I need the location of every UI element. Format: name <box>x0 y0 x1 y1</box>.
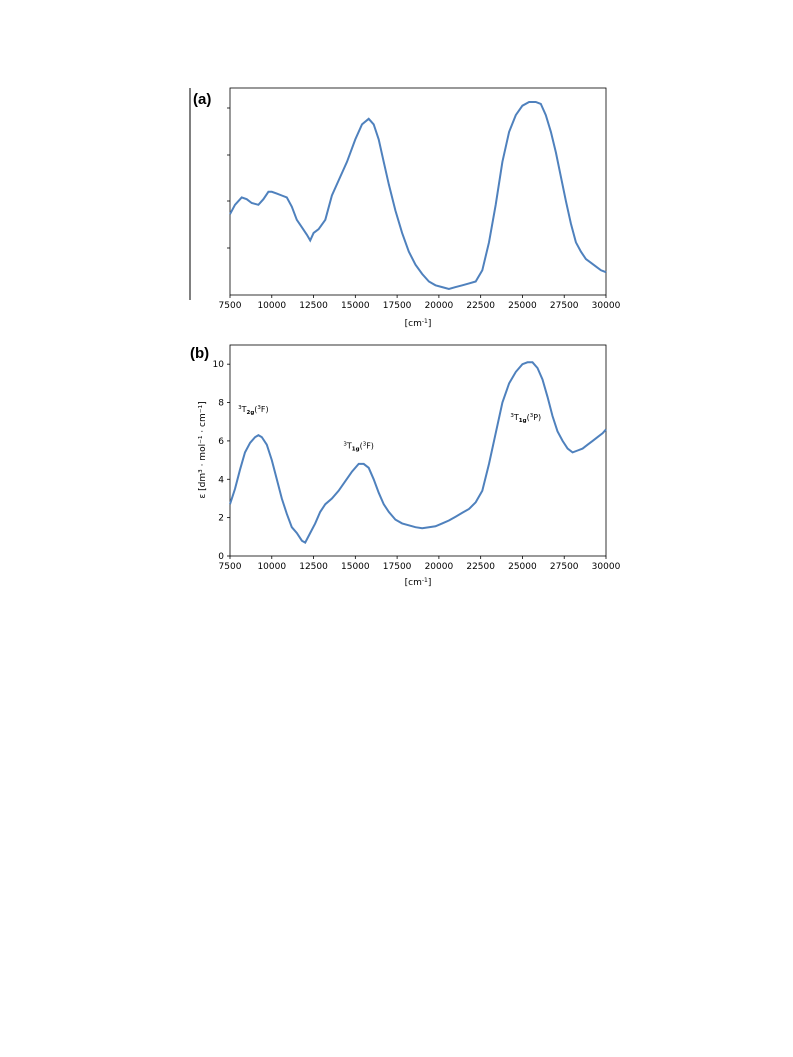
panel-a-chart: (a) 7500 10000 12500 15000 17500 20000 22500 25… <box>189 87 621 329</box>
x-tick-label: 15000 <box>341 562 370 572</box>
x-tick-label: 27500 <box>550 301 579 311</box>
x-tick-label: 25000 <box>508 301 537 311</box>
panel-b-plot-frame <box>229 344 607 557</box>
panel-a-plot-frame <box>229 87 607 296</box>
x-tick-label: 22500 <box>466 562 495 572</box>
term-symbol-annotation: 3T1g(3F) <box>343 442 374 453</box>
x-tick-label: 22500 <box>466 301 495 311</box>
panel-a-series-line <box>229 101 607 291</box>
x-tick-label: 17500 <box>383 562 412 572</box>
x-tick-label: 12500 <box>299 562 328 572</box>
x-tick-label: 20000 <box>425 301 454 311</box>
panel-b-x-axis-label: [cm-1] <box>405 577 432 588</box>
y-tick-label: 6 <box>218 437 224 447</box>
figure: (a) 7500 10000 12500 15000 17500 20000 22500 25… <box>189 87 621 588</box>
y-tick-label: 4 <box>218 475 224 485</box>
x-tick-label: 12500 <box>299 301 328 311</box>
panel-b-x-ticks: 7500 10000 12500 15000 17500 20000 22500 25000 2… <box>219 556 621 572</box>
x-tick-label: 7500 <box>219 562 242 572</box>
panel-a-label: (a) <box>193 91 211 108</box>
x-tick-label: 20000 <box>425 562 454 572</box>
panel-b-annotations: 3T2g(3F) 3T1g(3F) 3T1g(3P) <box>238 405 541 452</box>
x-tick-label: 15000 <box>341 301 370 311</box>
x-tick-label: 30000 <box>592 562 621 572</box>
x-tick-label: 10000 <box>257 301 286 311</box>
panel-b-y-axis-label: ε [dm³ · mol⁻¹ · cm⁻¹] <box>198 401 208 498</box>
y-tick-label: 2 <box>218 514 224 524</box>
x-tick-label: 30000 <box>592 301 621 311</box>
panel-b-y-ticks: 0 2 4 6 8 10 <box>213 360 230 562</box>
term-symbol-annotation: 3T1g(3P) <box>510 413 541 424</box>
panel-b-chart: (b) 7500 10000 12500 15000 17500 20000 22500 25… <box>190 344 621 588</box>
y-tick-label: 10 <box>213 360 225 370</box>
x-tick-label: 7500 <box>219 301 242 311</box>
x-tick-label: 25000 <box>508 562 537 572</box>
panel-a-x-ticks: 7500 10000 12500 15000 17500 20000 22500 25000 2… <box>219 295 621 311</box>
x-tick-label: 17500 <box>383 301 412 311</box>
panel-a-x-axis-label: [cm-1] <box>405 318 432 329</box>
x-tick-label: 27500 <box>550 562 579 572</box>
y-tick-label: 0 <box>218 552 224 562</box>
x-tick-label: 10000 <box>257 562 286 572</box>
panel-b-label: (b) <box>190 345 209 362</box>
term-symbol-annotation: 3T2g(3F) <box>238 405 269 416</box>
panel-b-series-line <box>229 361 607 544</box>
y-tick-label: 8 <box>218 399 224 409</box>
